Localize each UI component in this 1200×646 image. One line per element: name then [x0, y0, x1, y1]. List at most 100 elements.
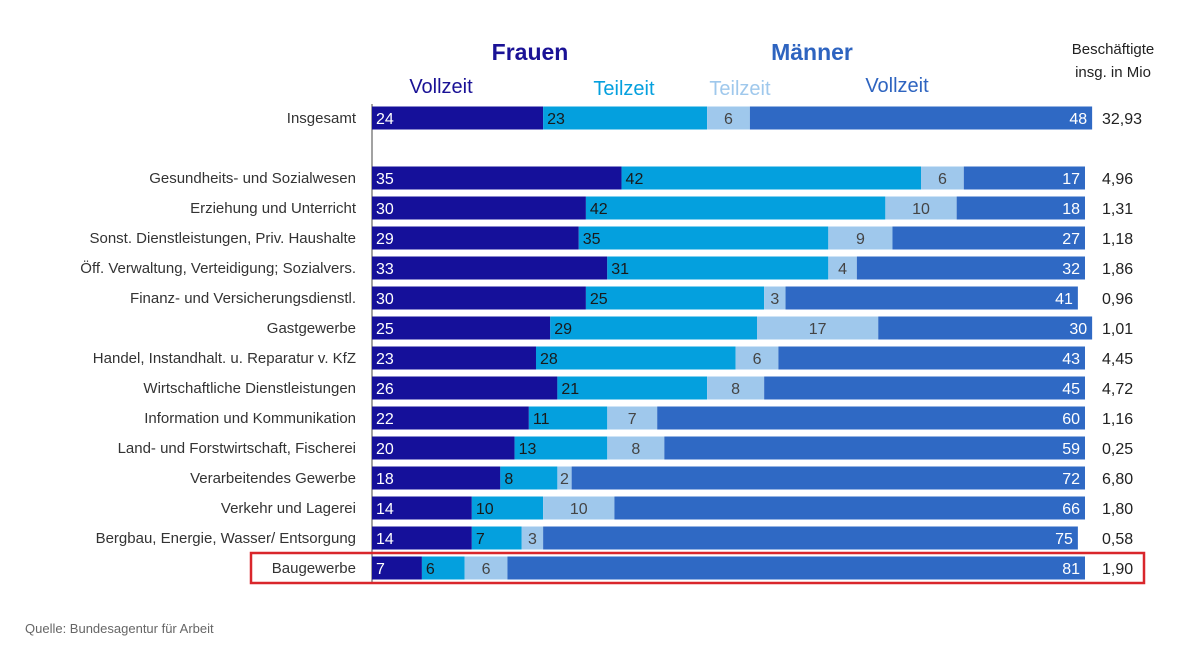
- data-label: 48: [1069, 111, 1087, 128]
- data-label: 41: [1055, 291, 1073, 308]
- category-label: Gesundheits- und Sozialwesen: [149, 170, 356, 187]
- data-label: 22: [376, 411, 394, 428]
- category-label: Sonst. Dienstleistungen, Priv. Haushalte: [89, 230, 356, 247]
- total-value: 4,45: [1102, 351, 1133, 368]
- bar-segment: [828, 256, 857, 280]
- bar-segment: [372, 256, 608, 280]
- bar-segment: [657, 406, 1085, 430]
- bar-segment: [778, 346, 1085, 370]
- data-label: 13: [519, 441, 537, 458]
- category-label: Gastgewerbe: [267, 320, 356, 337]
- total-value: 4,72: [1102, 381, 1133, 398]
- data-label: 9: [856, 231, 865, 248]
- category-label: Information und Kommunikation: [144, 410, 356, 427]
- category-label: Bergbau, Energie, Wasser/ Entsorgung: [96, 530, 356, 547]
- category-label: Verkehr und Lagerei: [221, 500, 356, 517]
- bar-segment: [372, 196, 586, 220]
- data-label: 3: [770, 291, 779, 308]
- highlight-box: [249, 551, 1146, 585]
- bar-segment: [707, 376, 765, 400]
- data-label: 7: [376, 561, 385, 578]
- data-label: 10: [476, 501, 494, 518]
- total-header-line1: Beschäftigte: [1072, 41, 1155, 58]
- data-label: 72: [1062, 471, 1080, 488]
- legend-männer-vollzeit: Vollzeit: [865, 75, 929, 97]
- source-note: Quelle: Bundesagentur für Arbeit: [25, 621, 214, 636]
- data-label: 25: [376, 321, 394, 338]
- data-label: 14: [376, 501, 394, 518]
- legend-männer-teilzeit: Teilzeit: [709, 78, 771, 100]
- bar-segment: [535, 346, 736, 370]
- data-label: 6: [753, 351, 762, 368]
- bar-segment: [372, 406, 529, 430]
- bar-segment: [664, 436, 1085, 460]
- bar-segment: [464, 556, 508, 580]
- data-label: 33: [376, 261, 394, 278]
- data-label: 66: [1062, 501, 1080, 518]
- data-label: 20: [376, 441, 394, 458]
- bar-segment: [500, 466, 558, 490]
- bar-segment: [585, 286, 765, 310]
- total-value: 1,80: [1102, 501, 1133, 518]
- total-value: 1,18: [1102, 231, 1133, 248]
- category-label: Öff. Verwaltung, Verteidigung; Sozialver…: [80, 259, 356, 277]
- data-label: 35: [583, 231, 601, 248]
- data-label: 8: [631, 441, 640, 458]
- category-label: Finanz- und Versicherungsdienstl.: [130, 290, 356, 307]
- data-label: 6: [724, 111, 733, 128]
- bar-segment: [372, 106, 544, 130]
- category-label: Baugewerbe: [272, 560, 356, 577]
- data-label: 28: [540, 351, 558, 368]
- bar-segment: [528, 406, 608, 430]
- data-label: 14: [376, 531, 394, 548]
- bar-segment: [585, 196, 886, 220]
- data-label: 42: [590, 201, 608, 218]
- bar-segment: [878, 316, 1093, 340]
- category-label: Handel, Instandhalt. u. Reparatur v. KfZ: [93, 350, 356, 367]
- data-label: 30: [376, 201, 394, 218]
- bar-segment: [550, 316, 758, 340]
- bar-segment: [856, 256, 1085, 280]
- group-header-frauen: Frauen: [492, 39, 569, 65]
- bar-segment: [607, 436, 665, 460]
- category-label: Wirtschaftliche Dienstleistungen: [143, 380, 356, 397]
- total-value: 1,86: [1102, 261, 1133, 278]
- total-value: 0,25: [1102, 441, 1133, 458]
- data-label: 31: [611, 261, 629, 278]
- bar-segment: [421, 556, 465, 580]
- data-label: 59: [1062, 441, 1080, 458]
- bar-segment: [372, 376, 558, 400]
- data-label: 8: [731, 381, 740, 398]
- data-label: 23: [376, 351, 394, 368]
- bar-segment: [372, 286, 586, 310]
- data-label: 6: [938, 171, 947, 188]
- bar-segment: [471, 496, 544, 520]
- category-label: Land- und Forstwirtschaft, Fischerei: [118, 440, 356, 457]
- bar-segment: [885, 196, 957, 220]
- total-value: 6,80: [1102, 471, 1133, 488]
- bar-segment: [557, 466, 572, 490]
- data-label: 43: [1062, 351, 1080, 368]
- total-value: 4,96: [1102, 171, 1133, 188]
- bar-segment: [514, 436, 608, 460]
- category-label: Erziehung und Unterricht: [190, 200, 357, 217]
- data-label: 24: [376, 111, 394, 128]
- bar-segment: [764, 376, 1085, 400]
- bar-segment: [372, 166, 622, 190]
- group-header-maenner: Männer: [771, 39, 853, 65]
- bar-segment: [372, 316, 551, 340]
- data-label: 2: [560, 471, 569, 488]
- data-label: 27: [1062, 231, 1080, 248]
- data-label: 25: [590, 291, 608, 308]
- data-label: 11: [533, 411, 550, 428]
- bar-segment: [372, 526, 472, 550]
- total-value: 1,31: [1102, 201, 1133, 218]
- total-value: 1,01: [1102, 321, 1133, 338]
- bar-segment: [707, 106, 750, 130]
- data-label: 32: [1062, 261, 1080, 278]
- data-label: 10: [912, 201, 930, 218]
- total-value: 32,93: [1102, 111, 1142, 128]
- data-label: 23: [547, 111, 565, 128]
- data-label: 30: [1069, 321, 1087, 338]
